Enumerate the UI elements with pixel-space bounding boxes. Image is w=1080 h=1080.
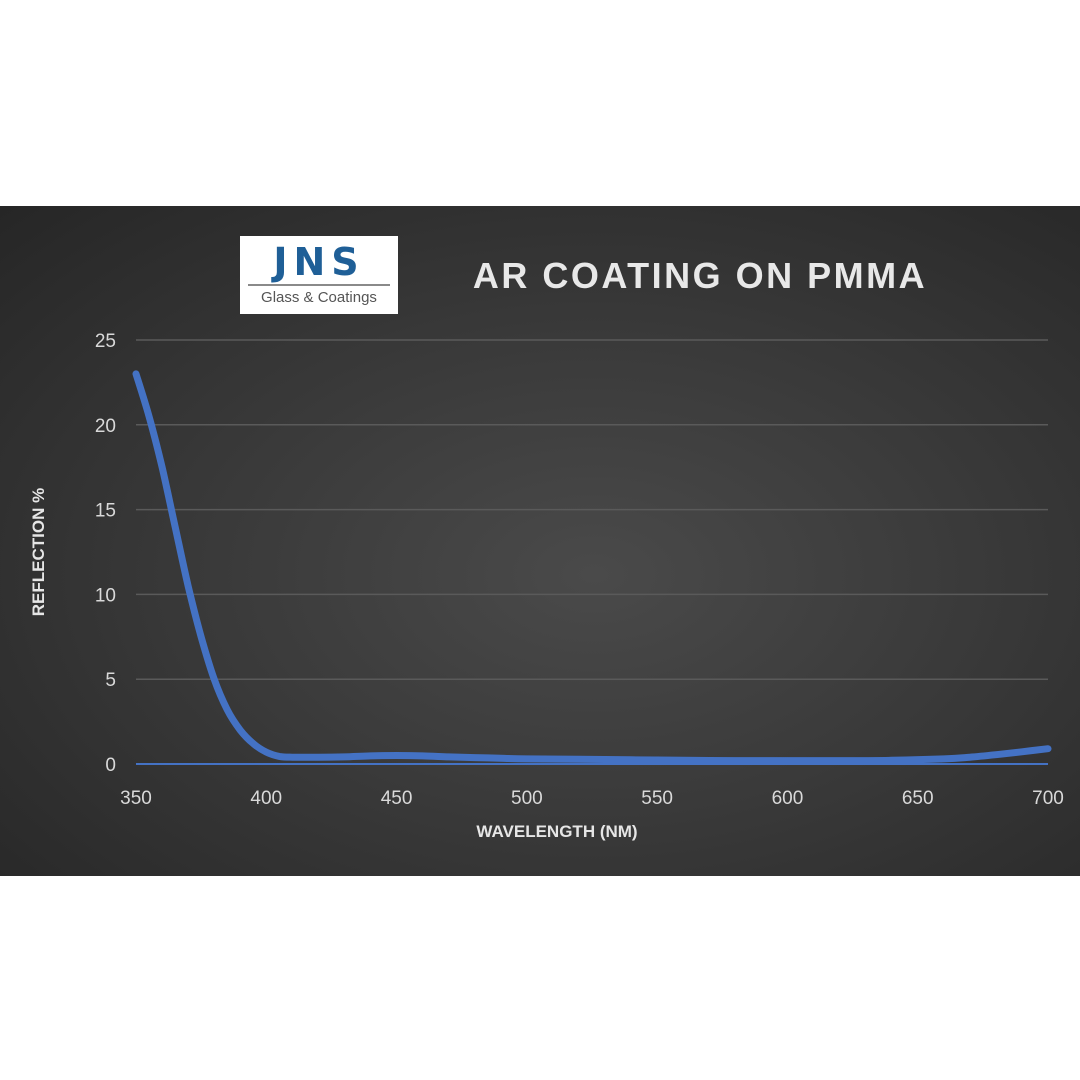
company-logo: JNS Glass & Coatings	[240, 236, 398, 314]
y-tick-label-10: 10	[95, 585, 116, 606]
chart-title: AR COATING ON PMMA	[472, 255, 928, 296]
y-tick-label-25: 25	[95, 331, 116, 352]
x-tick-labels: 350 400 450 500 550 600 650 700	[120, 788, 1064, 809]
y-axis-title: REFLECTION %	[29, 488, 48, 616]
x-tick-label-350: 350	[120, 788, 152, 809]
x-tick-label-600: 600	[772, 788, 804, 809]
series-layer	[132, 370, 1052, 765]
x-tick-label-450: 450	[381, 788, 413, 809]
logo-mark: JNS	[273, 240, 365, 284]
x-tick-label-650: 650	[902, 788, 934, 809]
grid-lines	[136, 339, 1048, 680]
x-tick-label-400: 400	[250, 788, 282, 809]
logo-divider	[248, 284, 390, 286]
x-axis-title: WAVELENGTH (NM)	[476, 822, 637, 841]
y-tick-label-5: 5	[105, 670, 116, 691]
x-tick-label-500: 500	[511, 788, 543, 809]
x-tick-label-550: 550	[641, 788, 673, 809]
y-tick-label-0: 0	[105, 755, 116, 776]
series-line-0	[132, 370, 1052, 765]
y-tick-labels: 0 5 10 15 20 25	[95, 331, 116, 776]
x-tick-label-700: 700	[1032, 788, 1064, 809]
y-tick-label-15: 15	[95, 501, 116, 522]
y-tick-label-20: 20	[95, 416, 116, 437]
logo-subtitle: Glass & Coatings	[261, 289, 377, 306]
